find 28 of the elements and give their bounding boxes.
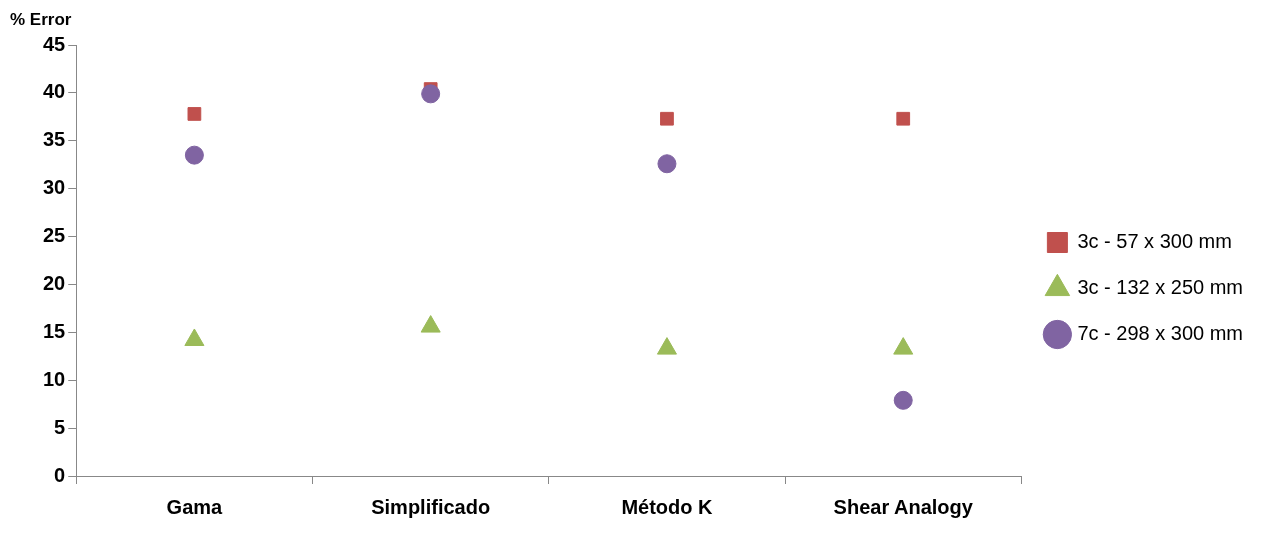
y-tick-label: 30 xyxy=(43,176,66,199)
point xyxy=(184,328,205,346)
y-tick-label: 25 xyxy=(43,224,66,247)
x-tick-label: Método K xyxy=(621,495,714,518)
y-axis-title: % Error xyxy=(10,10,72,30)
x-tick-label: Shear Analogy xyxy=(833,495,974,518)
y-tick-label: 20 xyxy=(43,271,66,294)
y-tick-label: 40 xyxy=(43,80,66,103)
point xyxy=(184,145,204,165)
legend-label: 3c - 57 x 300 mm xyxy=(1077,230,1232,253)
point xyxy=(421,84,441,104)
x-tick-label: Simplificado xyxy=(371,495,491,518)
point xyxy=(420,315,441,333)
y-tick-label: 35 xyxy=(43,128,66,151)
y-tick-label: 0 xyxy=(54,463,66,486)
legend-label: 7c - 298 x 300 mm xyxy=(1077,322,1243,345)
point xyxy=(893,337,914,355)
y-tick-label: 45 xyxy=(43,32,66,55)
x-tick-label: Gama xyxy=(166,495,224,518)
point xyxy=(657,154,677,174)
y-tick-label: 15 xyxy=(43,319,66,342)
point xyxy=(656,337,677,355)
point xyxy=(896,111,911,126)
point xyxy=(660,111,674,126)
y-tick-label: 10 xyxy=(43,367,66,390)
legend-label: 3c - 132 x 250 mm xyxy=(1077,276,1243,299)
y-tick-label: 5 xyxy=(54,415,66,438)
point xyxy=(187,107,202,121)
